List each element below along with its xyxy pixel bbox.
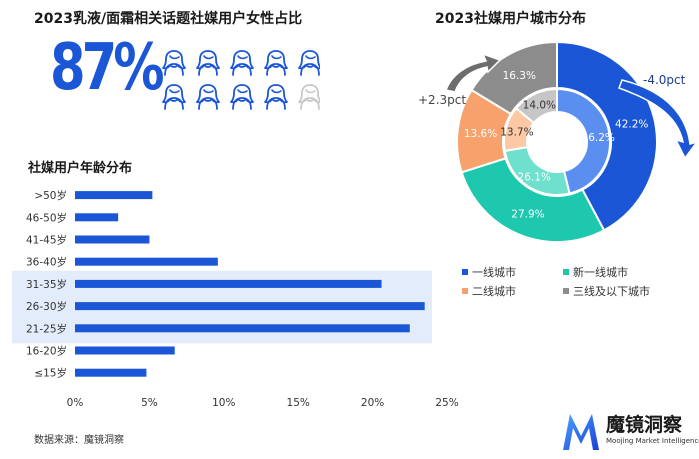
slice-label: 42.2%	[615, 118, 648, 130]
x-tick-label: 5%	[141, 397, 158, 409]
legend-swatch	[563, 288, 569, 294]
city-donut-chart: 42.2% 27.9% 13.6% 16.3% 46.2% 26.1% 13.7% 14.0%…	[418, 40, 699, 298]
slice-label: 26.1%	[518, 172, 551, 184]
brand-block: 魔镜洞察 Moojing Market Intelligence	[560, 410, 699, 456]
legend-swatch	[462, 269, 468, 275]
slice-label: 46.2%	[582, 132, 615, 144]
bar	[75, 257, 218, 266]
female-user-icon	[162, 50, 186, 76]
category-label: 26-30岁	[26, 300, 67, 313]
slice-label: 13.7%	[500, 126, 533, 138]
bar	[75, 346, 175, 355]
category-label: ≤15岁	[34, 367, 67, 380]
legend-swatch	[462, 288, 468, 294]
bar	[75, 368, 147, 377]
legend-label: 新一线城市	[573, 265, 628, 279]
brand-tagline: Moojing Market Intelligence	[606, 437, 699, 445]
female-share-value: 87%	[50, 31, 165, 105]
x-tick-label: 10%	[212, 397, 235, 409]
female-user-icon	[264, 50, 288, 76]
female-icon-grid	[162, 50, 320, 110]
brand-name: 魔镜洞察	[606, 414, 683, 436]
brand-logo-icon	[563, 414, 599, 450]
bar	[75, 302, 425, 311]
female-user-icon	[298, 50, 320, 76]
age-bar-chart: >50岁 46-50岁 41-45岁 36-40岁 31-35岁 26-30岁 21-25岁…	[12, 189, 459, 409]
inner-slice	[514, 87, 558, 125]
female-user-icon	[196, 50, 220, 76]
decrease-annotation-label: -4.0pct	[643, 73, 686, 87]
x-tick-label: 0%	[67, 397, 84, 409]
female-user-icon	[196, 84, 220, 110]
slice-label: 27.9%	[511, 208, 544, 220]
decrease-annotation	[618, 79, 699, 160]
female-user-icon	[264, 84, 288, 110]
legend-label: 三线及以下城市	[573, 284, 650, 298]
slice-label: 16.3%	[503, 70, 536, 82]
bar	[75, 279, 382, 288]
female-share-title: 2023乳液/面霜相关话题社媒用户女性占比	[34, 11, 303, 27]
x-tick-label: 25%	[435, 397, 458, 409]
category-label: 31-35岁	[26, 278, 67, 291]
slice-label: 14.0%	[523, 99, 556, 111]
x-tick-label: 20%	[361, 397, 384, 409]
female-user-icon	[230, 84, 254, 110]
bar	[75, 191, 153, 200]
bar	[75, 213, 119, 222]
city-distribution-title: 2023社媒用户城市分布	[435, 11, 586, 27]
bar	[75, 324, 410, 333]
data-source: 数据来源：魔镜洞察	[34, 435, 124, 446]
female-user-icon	[298, 84, 320, 110]
category-label: >50岁	[34, 189, 67, 202]
age-distribution-title: 社媒用户年龄分布	[28, 161, 133, 176]
category-label: 46-50岁	[26, 211, 67, 224]
category-label: 41-45岁	[26, 234, 67, 247]
legend-swatch	[563, 269, 569, 275]
inner-slice	[556, 87, 611, 195]
category-label: 21-25岁	[26, 322, 67, 335]
increase-annotation-label: +2.3pct	[418, 93, 466, 107]
category-label: 36-40岁	[26, 256, 67, 269]
bar	[75, 235, 150, 244]
legend-label: 二线城市	[472, 284, 516, 298]
legend-label: 一线城市	[472, 265, 516, 279]
female-user-icon	[162, 84, 186, 110]
female-user-icon	[230, 50, 254, 76]
increase-annotation	[444, 52, 502, 93]
slice-label: 13.6%	[464, 128, 497, 140]
x-tick-label: 15%	[287, 397, 310, 409]
category-label: 16-20岁	[26, 345, 67, 358]
